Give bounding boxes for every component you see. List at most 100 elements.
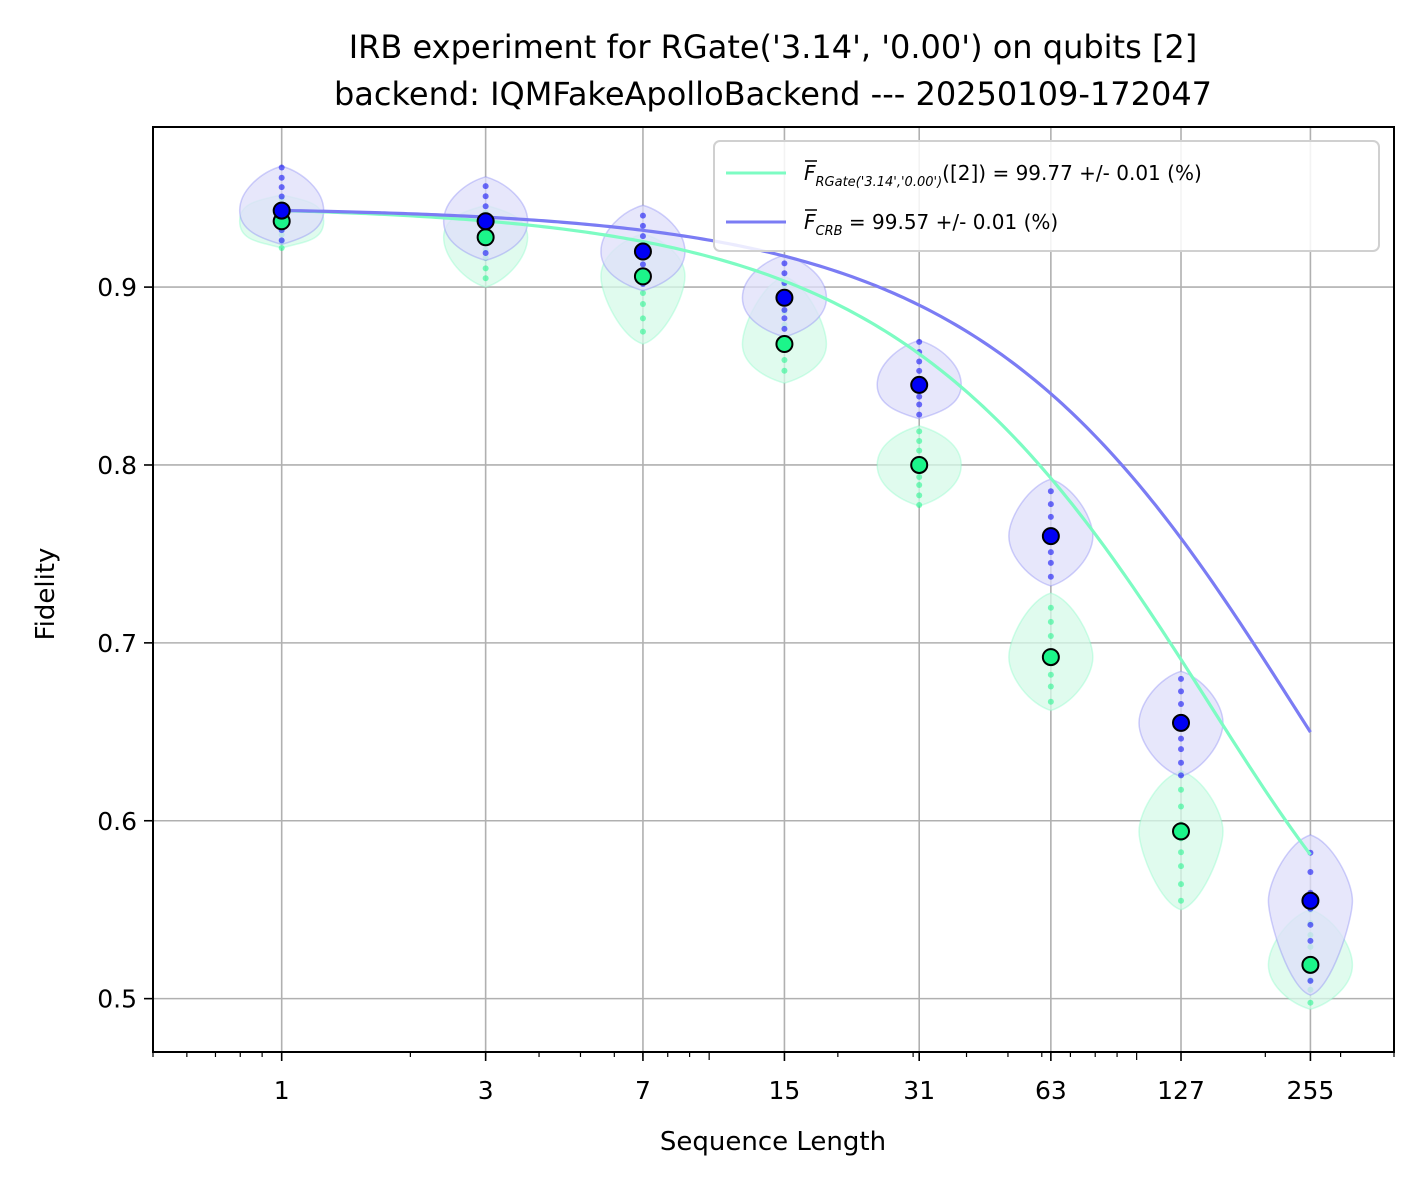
sample-dot: [916, 367, 923, 374]
sample-dot: [781, 270, 788, 277]
sample-dot: [639, 315, 646, 322]
sample-dot: [1047, 549, 1054, 556]
sample-dot: [482, 250, 489, 257]
sample-dot: [781, 325, 788, 332]
sample-dot: [1178, 735, 1185, 742]
mean-marker-crb: [775, 288, 794, 307]
sample-dot: [1178, 701, 1185, 708]
fit-curves: [281, 208, 1312, 856]
sample-dot: [916, 473, 923, 480]
x-tick-label: 1: [274, 1076, 290, 1105]
sample-dot: [639, 212, 646, 219]
y-ticks: 0.5 0.6 0.7 0.8 0.9: [97, 273, 153, 1014]
sample-dot: [1178, 863, 1185, 870]
sample-dot: [916, 428, 923, 435]
sample-dot: [639, 289, 646, 296]
x-axis-label: Sequence Length: [660, 1127, 886, 1157]
y-tick-label: 0.6: [97, 807, 137, 836]
x-tick-label: 63: [1035, 1076, 1067, 1105]
x-tick-label: 3: [478, 1076, 494, 1105]
sample-dot: [278, 164, 285, 171]
sample-dot: [916, 481, 923, 488]
fit-curve-crb: [281, 208, 1312, 733]
sample-dot: [1178, 786, 1185, 793]
sample-dot: [1178, 675, 1185, 682]
mean-marker-crb: [476, 212, 495, 231]
chart-title: IRB experiment for RGate('3.14', '0.00')…: [349, 28, 1198, 66]
mean-marker-irb: [633, 267, 652, 286]
sample-dot: [482, 275, 489, 282]
sample-dot: [1307, 977, 1314, 984]
sample-dot: [639, 328, 646, 335]
sample-dot: [781, 357, 788, 364]
sample-dot: [1178, 746, 1185, 753]
sample-dot: [1178, 803, 1185, 810]
sample-dot: [278, 174, 285, 181]
mean-marker-irb: [476, 228, 495, 247]
sample-dot: [781, 307, 788, 314]
sample-dot: [1047, 671, 1054, 678]
x-ticks: 1 3 7 15 31 63 127 255: [152, 1052, 1395, 1105]
sample-dot: [639, 222, 646, 229]
legend-entry-crb: FCRB = 99.57 +/- 0.01 (%): [804, 210, 1058, 239]
sample-dot: [1047, 698, 1054, 705]
violin-shape: [1267, 834, 1354, 996]
sample-dot: [916, 492, 923, 499]
x-tick-label: 31: [903, 1076, 935, 1105]
sample-dot: [1307, 921, 1314, 928]
sample-dot: [639, 261, 646, 268]
sample-dot: [916, 437, 923, 444]
sample-dot: [639, 300, 646, 307]
sample-dot: [1178, 881, 1185, 888]
sample-dot: [278, 193, 285, 200]
sample-dot: [482, 193, 489, 200]
sample-dot: [781, 367, 788, 374]
mean-markers: [272, 201, 1320, 974]
x-tick-label: 7: [635, 1076, 651, 1105]
legend-entry-irb: FRGate('3.14','0.00')([2]) = 99.77 +/- 0…: [804, 161, 1202, 190]
sample-dot: [781, 260, 788, 267]
mean-marker-crb: [272, 201, 291, 220]
plot-frame: [152, 126, 1395, 1053]
mean-marker-irb: [910, 455, 929, 474]
sample-dot: [482, 265, 489, 272]
sample-dot: [278, 237, 285, 244]
y-axis-label: Fidelity: [31, 548, 61, 641]
sample-dot: [916, 393, 923, 400]
sample-dot: [639, 233, 646, 240]
mean-marker-irb: [1172, 822, 1191, 841]
x-tick-label: 15: [769, 1076, 801, 1105]
sample-dot: [1178, 759, 1185, 766]
sample-dot: [781, 315, 788, 322]
sample-dot: [916, 502, 923, 509]
sample-dot: [916, 358, 923, 365]
violins: [238, 164, 1354, 1011]
mean-marker-crb: [1301, 891, 1320, 910]
sample-dot: [1178, 849, 1185, 856]
sample-dot: [1178, 897, 1185, 904]
mean-marker-crb: [1041, 527, 1060, 546]
sample-dot: [1047, 559, 1054, 566]
sample-dot: [1047, 501, 1054, 508]
sample-dot: [916, 447, 923, 454]
y-tick-label: 0.5: [97, 985, 137, 1014]
sample-dot: [1047, 618, 1054, 625]
sample-dot: [916, 338, 923, 345]
sample-dot: [1178, 688, 1185, 695]
mean-marker-irb: [775, 335, 794, 354]
sample-dot: [1307, 937, 1314, 944]
sample-dot: [916, 411, 923, 418]
sample-dot: [1307, 868, 1314, 875]
x-tick-label: 255: [1287, 1076, 1335, 1105]
sample-dot: [1307, 999, 1314, 1006]
mean-marker-crb: [633, 242, 652, 261]
mean-marker-irb: [1041, 648, 1060, 667]
fit-curve-irb: [281, 208, 1312, 856]
sample-dot: [1047, 604, 1054, 611]
sample-dot: [278, 244, 285, 251]
sample-dot: [1047, 513, 1054, 520]
sample-dot: [278, 184, 285, 191]
sample-dot: [1047, 488, 1054, 495]
y-tick-label: 0.8: [97, 451, 137, 480]
